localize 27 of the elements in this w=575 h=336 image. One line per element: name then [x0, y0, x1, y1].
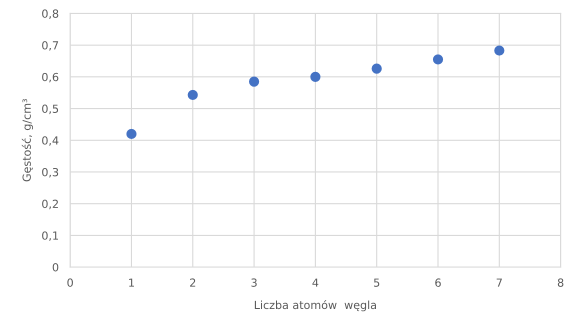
- y-tick-label: 0: [52, 263, 58, 272]
- y-tick-label: 0,2: [42, 200, 58, 210]
- y-tick-label: 0,7: [42, 41, 58, 51]
- x-axis-title: Liczba atomów węgla: [254, 300, 376, 312]
- x-tick-label: 0: [67, 278, 73, 287]
- x-tick-label: 7: [496, 278, 502, 287]
- x-tick-label: 1: [129, 278, 134, 287]
- y-tick-label: 0,5: [42, 104, 58, 114]
- point: [188, 90, 198, 100]
- y-tick-label: 0,3: [42, 168, 58, 178]
- point: [432, 54, 444, 65]
- point: [248, 76, 260, 87]
- y-axis-title: Gęstość, g/cm³: [22, 99, 34, 182]
- point: [372, 64, 382, 74]
- x-tick-label: 8: [558, 278, 564, 287]
- y-tick-label: 0,1: [42, 231, 58, 241]
- point: [126, 128, 137, 140]
- y-tick-label: 0,6: [42, 72, 58, 82]
- x-tick-label: 2: [190, 278, 196, 287]
- x-tick-label: 5: [374, 278, 380, 287]
- x-tick-label: 4: [312, 278, 318, 287]
- y-tick-label: 0,4: [42, 136, 58, 146]
- y-tick-label: 0,8: [42, 9, 58, 19]
- point: [310, 72, 320, 82]
- x-tick-label: 3: [251, 278, 257, 287]
- x-tick-label: 6: [435, 278, 441, 287]
- point: [494, 45, 504, 56]
